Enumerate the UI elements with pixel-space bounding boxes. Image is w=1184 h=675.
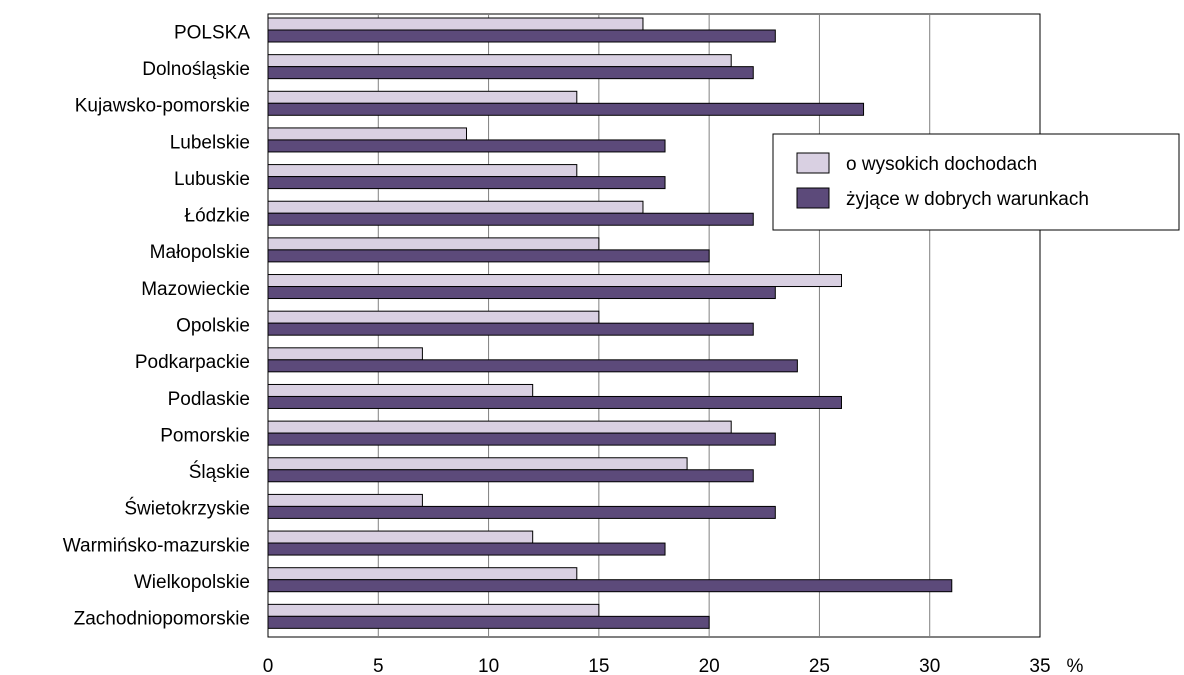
bar-good-conditions-5 (268, 213, 753, 225)
bar-high-income-2 (268, 91, 577, 103)
x-tick-labels: 0 5 10 15 20 25 30 35 (263, 656, 1051, 675)
category-label-2: Kujawsko-pomorskie (75, 96, 250, 117)
category-label-1: Dolnośląskie (142, 59, 250, 80)
category-label-15: Wielkopolskie (134, 572, 250, 593)
bar-high-income-6 (268, 238, 599, 250)
bar-good-conditions-0 (268, 30, 775, 42)
bar-high-income-15 (268, 568, 577, 580)
category-label-0: POLSKA (174, 22, 250, 43)
category-label-13: Świetokrzyskie (124, 498, 250, 520)
category-label-7: Mazowieckie (141, 279, 250, 300)
x-tick-label-4: 20 (699, 656, 720, 675)
bar-high-income-1 (268, 55, 731, 67)
legend: o wysokich dochodach żyjące w dobrych wa… (773, 134, 1179, 230)
bar-good-conditions-16 (268, 616, 709, 628)
category-label-11: Pomorskie (160, 425, 250, 446)
x-tick-label-0: 0 (263, 656, 274, 675)
bar-high-income-4 (268, 165, 577, 177)
x-tick-label-5: 25 (809, 656, 830, 675)
bar-high-income-12 (268, 458, 687, 470)
bar-high-income-9 (268, 348, 422, 360)
bar-high-income-13 (268, 494, 422, 506)
bar-high-income-11 (268, 421, 731, 433)
bar-high-income-5 (268, 201, 643, 213)
x-tick-label-6: 30 (919, 656, 940, 675)
x-tick-label-7: 35 (1029, 656, 1050, 675)
bar-good-conditions-6 (268, 250, 709, 262)
bar-good-conditions-11 (268, 433, 775, 445)
bar-high-income-3 (268, 128, 467, 140)
bar-good-conditions-14 (268, 543, 665, 555)
bar-good-conditions-4 (268, 177, 665, 189)
category-label-6: Małopolskie (150, 242, 250, 263)
category-label-10: Podlaskie (168, 389, 250, 410)
bar-good-conditions-8 (268, 323, 753, 335)
legend-label-good-conditions: żyjące w dobrych warunkach (846, 189, 1089, 210)
bar-high-income-7 (268, 275, 841, 287)
bar-good-conditions-9 (268, 360, 797, 372)
bar-high-income-0 (268, 18, 643, 30)
category-label-4: Lubuskie (174, 169, 250, 190)
bar-high-income-14 (268, 531, 533, 543)
x-tick-label-1: 5 (373, 656, 384, 675)
x-tick-label-2: 10 (478, 656, 499, 675)
category-label-3: Lubelskie (170, 132, 250, 153)
bar-good-conditions-10 (268, 396, 841, 408)
x-unit-label: % (1067, 656, 1084, 675)
legend-swatch-good-conditions (797, 188, 829, 208)
category-label-14: Warmińsko-mazurskie (63, 535, 250, 556)
legend-label-high-income: o wysokich dochodach (846, 154, 1037, 175)
category-label-12: Śląskie (189, 461, 250, 483)
category-label-5: Łódzkie (185, 206, 251, 227)
bar-good-conditions-1 (268, 67, 753, 79)
category-labels: POLSKA Dolnośląskie Kujawsko-pomorskie Lube… (63, 22, 251, 629)
bar-good-conditions-15 (268, 580, 952, 592)
bar-high-income-10 (268, 384, 533, 396)
legend-swatch-high-income (797, 153, 829, 173)
bar-good-conditions-13 (268, 506, 775, 518)
category-label-8: Opolskie (176, 316, 250, 337)
category-label-9: Podkarpackie (135, 352, 250, 373)
bar-good-conditions-3 (268, 140, 665, 152)
bar-good-conditions-12 (268, 470, 753, 482)
bar-good-conditions-7 (268, 287, 775, 299)
legend-box (773, 134, 1179, 230)
category-label-16: Zachodniopomorskie (74, 609, 250, 630)
x-tick-label-3: 15 (588, 656, 609, 675)
bar-high-income-8 (268, 311, 599, 323)
bar-high-income-16 (268, 604, 599, 616)
bar-good-conditions-2 (268, 103, 864, 115)
